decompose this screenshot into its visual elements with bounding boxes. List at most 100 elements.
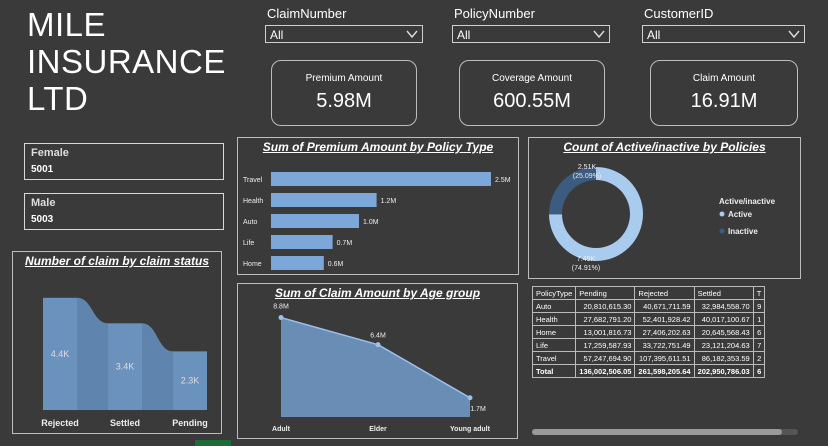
company-line-2: INSURANCE — [27, 43, 226, 80]
kpi-premium-value: 5.98M — [316, 90, 372, 112]
legend-title: Active/inactive — [719, 197, 776, 206]
matrix-cell: 2 — [752, 351, 766, 365]
matrix-total-row: Total 136,002,506.05 261,598,205.64 202,950… — [532, 364, 766, 378]
legend-marker-inactive — [719, 228, 725, 234]
claims-status-panel: Number of claim by claim status 4.4K Reje… — [12, 251, 222, 434]
age-group-panel: Sum of Claim Amount by Age group 8.8M Adu… — [237, 283, 518, 439]
customerid-label: CustomerID — [644, 6, 714, 21]
active-chart-title: Count of Active/inactive by Policies — [563, 140, 766, 154]
matrix-cell: 7 — [752, 338, 766, 352]
matrix-cell: Total — [532, 364, 577, 378]
matrix-cell: 27,406,202.63 — [634, 325, 695, 339]
age-point — [375, 342, 381, 348]
matrix-cell: 17,259,587.93 — [575, 338, 636, 352]
policy-matrix[interactable]: PolicyType Pending Rejected Settled T Auto 20… — [532, 286, 802, 378]
kpi-premium-card: Premium Amount 5.98M — [271, 60, 417, 126]
male-value: 5003 — [31, 214, 54, 225]
matrix-header-row: PolicyType Pending Rejected Settled T — [532, 286, 766, 300]
matrix-cell: 9 — [752, 299, 766, 313]
active-donut-chart: 2.51K (25.09%) 7.49K (74.91%) Active/inactiv… — [549, 164, 776, 272]
claims-bar — [108, 323, 142, 410]
matrix-cell: Travel — [532, 351, 577, 365]
age-data-label: 6.4M — [370, 333, 386, 340]
matrix-cell: 40,671,711.59 — [634, 299, 695, 313]
kpi-coverage-label: Coverage Amount — [491, 73, 573, 84]
premium-category-label: Travel — [243, 177, 263, 184]
matrix-cell: 261,598,205.64 — [634, 364, 695, 378]
matrix-cell: 86,182,353.59 — [693, 351, 754, 365]
policynumber-dropdown[interactable]: All — [452, 25, 610, 43]
claims-ribbon-chart: 4.4K Rejected 3.4K Settled 2.3K Pending — [41, 297, 208, 428]
matrix-header-cell[interactable]: Rejected — [634, 286, 695, 300]
matrix-cell: 40,017,100.67 — [693, 312, 754, 326]
matrix-cell: 20,645,568.43 — [693, 325, 754, 339]
donut-label-pct: (25.09%) — [573, 173, 601, 180]
donut-slice-inactive — [549, 167, 596, 215]
donut-label-value: 2.51K — [578, 164, 597, 171]
matrix-cell: Home — [532, 325, 577, 339]
claims-bar — [43, 297, 77, 410]
claims-chart-title: Number of claim by claim status — [24, 254, 210, 268]
matrix-cell: 107,395,611.51 — [634, 351, 695, 365]
kpi-claim-label: Claim Amount — [692, 73, 756, 84]
legend-item-inactive: Inactive — [728, 227, 758, 236]
customerid-value: All — [647, 28, 661, 42]
male-card: Male 5003 — [24, 193, 224, 230]
table-row: Auto 20,810,615.30 40,671,711.59 32,984,558… — [532, 299, 766, 313]
customerid-dropdown[interactable]: All — [642, 25, 805, 43]
donut-label-pct: (74.91%) — [572, 265, 600, 272]
premium-bar — [271, 214, 359, 228]
matrix-header-cell[interactable]: PolicyType — [532, 286, 577, 300]
company-line-3: LTD — [27, 80, 89, 117]
age-area-chart: 8.8M Adult 6.4M Elder 1.7M Young adult — [272, 304, 491, 433]
chevron-down-icon — [593, 30, 605, 39]
claims-data-label: 4.4K — [51, 349, 70, 359]
matrix-header-cell[interactable]: Settled — [693, 286, 754, 300]
chevron-down-icon — [406, 30, 418, 39]
matrix-cell: 33,722,751.49 — [634, 338, 695, 352]
age-data-label: 8.8M — [273, 304, 289, 311]
premium-bar — [271, 172, 491, 186]
matrix-cell: 13,001,816.73 — [575, 325, 636, 339]
matrix-header-cell[interactable]: T — [752, 286, 766, 300]
matrix-scrollbar-thumb[interactable] — [532, 429, 782, 435]
age-chart-title: Sum of Claim Amount by Age group — [274, 286, 481, 300]
premium-bar — [271, 256, 324, 270]
female-label: Female — [31, 147, 69, 159]
matrix-cell: 1 — [752, 312, 766, 326]
matrix-cell: 202,950,786.03 — [693, 364, 754, 378]
premium-chart-title: Sum of Premium Amount by Policy Type — [262, 140, 494, 154]
kpi-claim-value: 16.91M — [690, 90, 758, 112]
table-row: Life 17,259,587.93 33,722,751.49 23,121,204… — [532, 338, 766, 352]
matrix-cell: 20,810,615.30 — [575, 299, 636, 313]
premium-bar-chart: Travel 2.5M Health 1.2M Auto 1.0M Life 0.7M Home… — [243, 172, 511, 270]
premium-data-label: 1.2M — [381, 198, 397, 205]
premium-category-label: Life — [243, 240, 254, 247]
matrix-header-cell[interactable]: Pending — [575, 286, 636, 300]
claims-bar — [173, 351, 207, 410]
chevron-down-icon — [788, 30, 800, 39]
premium-category-label: Home — [243, 261, 262, 268]
legend-item-active: Active — [728, 210, 753, 219]
age-point — [278, 315, 284, 321]
policynumber-value: All — [457, 28, 471, 42]
premium-bar — [271, 193, 377, 207]
ribbon-connector — [142, 323, 173, 410]
policynumber-label: PolicyNumber — [454, 6, 535, 21]
premium-category-label: Auto — [243, 219, 258, 226]
premium-bar — [271, 235, 333, 249]
claimnumber-dropdown[interactable]: All — [265, 25, 423, 43]
table-row: Travel 57,247,694.90 107,395,611.51 86,182,… — [532, 351, 766, 365]
premium-by-policy-panel: Sum of Premium Amount by Policy Type Tra… — [237, 137, 519, 275]
matrix-cell: 27,682,791.20 — [575, 312, 636, 326]
male-label: Male — [31, 197, 56, 209]
ribbon-connector — [77, 297, 108, 410]
age-data-label: 1.7M — [470, 406, 486, 413]
matrix-scrollbar[interactable] — [532, 429, 798, 435]
company-line-1: MILE — [27, 6, 107, 43]
matrix-cell: 6 — [752, 325, 766, 339]
matrix-table: PolicyType Pending Rejected Settled T Auto 20… — [532, 286, 766, 378]
premium-data-label: 0.7M — [337, 240, 353, 247]
page-tab-indicator — [195, 440, 231, 446]
claims-category-label: Pending — [172, 418, 208, 428]
